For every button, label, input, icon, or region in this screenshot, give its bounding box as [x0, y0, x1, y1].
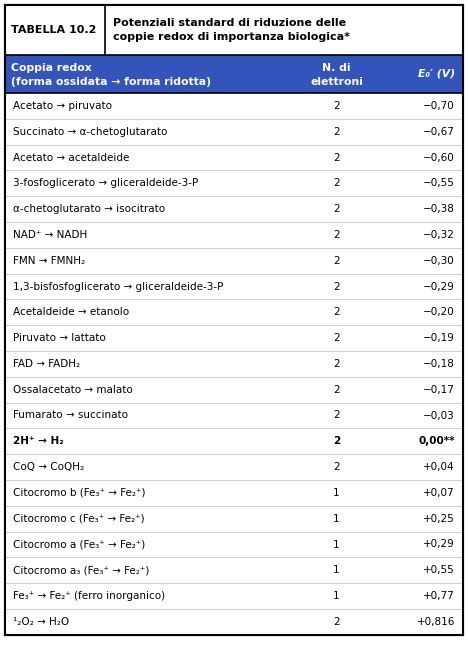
Text: Citocromo b (Fe₃⁺ → Fe₂⁺): Citocromo b (Fe₃⁺ → Fe₂⁺) [13, 488, 146, 498]
Text: −0,20: −0,20 [423, 307, 455, 317]
Text: +0,77: +0,77 [423, 591, 455, 601]
Bar [5, 273, 463, 299]
Text: 2: 2 [333, 152, 340, 162]
Bar [5, 351, 463, 377]
Text: −0,70: −0,70 [423, 101, 455, 111]
Text: 1: 1 [333, 514, 340, 524]
Text: 2: 2 [333, 281, 340, 291]
Text: −0,38: −0,38 [423, 204, 455, 214]
Text: −0,32: −0,32 [423, 230, 455, 240]
Text: +0,04: +0,04 [424, 462, 455, 472]
Text: 2H⁺ → H₂: 2H⁺ → H₂ [13, 436, 64, 446]
Bar [5, 377, 463, 402]
Text: Citocromo a₃ (Fe₃⁺ → Fe₂⁺): Citocromo a₃ (Fe₃⁺ → Fe₂⁺) [13, 565, 149, 575]
Text: N. di: N. di [322, 64, 351, 73]
Bar [5, 557, 463, 583]
Text: Acetato → acetaldeide: Acetato → acetaldeide [13, 152, 129, 162]
Text: Fumarato → succinato: Fumarato → succinato [13, 410, 128, 420]
Text: −0,30: −0,30 [423, 256, 455, 265]
Text: −0,67: −0,67 [423, 126, 455, 136]
Text: 0,00**: 0,00** [418, 436, 455, 446]
Text: −0,19: −0,19 [423, 333, 455, 343]
Text: 3-fosfoglicerato → gliceraldeide-3-P: 3-fosfoglicerato → gliceraldeide-3-P [13, 178, 198, 188]
Text: Piruvato → lattato: Piruvato → lattato [13, 333, 106, 343]
Text: 2: 2 [333, 462, 340, 472]
Text: 2: 2 [333, 617, 340, 627]
Text: +0,816: +0,816 [417, 617, 455, 627]
Text: ¹₂O₂ → H₂O: ¹₂O₂ → H₂O [13, 617, 69, 627]
Bar [5, 609, 463, 635]
Text: α-chetoglutarato → isocitrato: α-chetoglutarato → isocitrato [13, 204, 165, 214]
Bar [5, 222, 463, 248]
Text: Potenziali standard di riduzione delle
coppie redox di importanza biologica*: Potenziali standard di riduzione delle c… [113, 18, 350, 42]
Text: +0,07: +0,07 [424, 488, 455, 498]
Text: 2: 2 [333, 436, 340, 446]
Text: −0,17: −0,17 [423, 385, 455, 395]
Text: Acetato → piruvato: Acetato → piruvato [13, 101, 112, 111]
Text: CoQ → CoQH₂: CoQ → CoQH₂ [13, 462, 84, 472]
Bar [5, 299, 463, 325]
Text: Fe₃⁺ → Fe₂⁺ (ferro inorganico): Fe₃⁺ → Fe₂⁺ (ferro inorganico) [13, 591, 165, 601]
Text: +0,29: +0,29 [423, 540, 455, 549]
Text: E₀′ (V): E₀′ (V) [418, 69, 455, 79]
Text: elettroni: elettroni [310, 77, 363, 87]
Text: TABELLA 10.2: TABELLA 10.2 [11, 25, 96, 35]
Bar [5, 248, 463, 273]
Text: 2: 2 [333, 256, 340, 265]
Bar [5, 144, 463, 170]
Bar [5, 532, 463, 557]
Text: Coppia redox: Coppia redox [11, 64, 92, 73]
Text: 2: 2 [333, 126, 340, 136]
Text: 2: 2 [333, 307, 340, 317]
Text: NAD⁺ → NADH: NAD⁺ → NADH [13, 230, 87, 240]
Text: 2: 2 [333, 230, 340, 240]
Text: +0,55: +0,55 [423, 565, 455, 575]
Bar [5, 480, 463, 506]
Text: −0,29: −0,29 [423, 281, 455, 291]
Text: 1: 1 [333, 540, 340, 549]
Text: 2: 2 [333, 410, 340, 420]
Text: (forma ossidata → forma ridotta): (forma ossidata → forma ridotta) [11, 77, 211, 87]
Text: −0,18: −0,18 [423, 359, 455, 369]
Text: −0,03: −0,03 [423, 410, 455, 420]
Text: 1: 1 [333, 565, 340, 575]
Text: FAD → FADH₂: FAD → FADH₂ [13, 359, 80, 369]
Text: 1: 1 [333, 488, 340, 498]
Bar [5, 454, 463, 480]
Bar [5, 428, 463, 454]
Text: 2: 2 [333, 178, 340, 188]
Text: 2: 2 [333, 333, 340, 343]
Text: 2: 2 [333, 204, 340, 214]
Text: −0,55: −0,55 [423, 178, 455, 188]
Text: Ossalacetato → malato: Ossalacetato → malato [13, 385, 133, 395]
Bar [5, 402, 463, 428]
Text: 1: 1 [333, 591, 340, 601]
Bar [5, 583, 463, 609]
Bar [5, 196, 463, 222]
Text: Succinato → α-chetoglutarato: Succinato → α-chetoglutarato [13, 126, 168, 136]
Text: 1,3-bisfosfoglicerato → gliceraldeide-3-P: 1,3-bisfosfoglicerato → gliceraldeide-3-… [13, 281, 223, 291]
Bar [5, 506, 463, 532]
Bar [5, 55, 463, 93]
Bar [5, 118, 463, 144]
Bar [5, 170, 463, 196]
Text: Citocromo c (Fe₃⁺ → Fe₂⁺): Citocromo c (Fe₃⁺ → Fe₂⁺) [13, 514, 145, 524]
Bar [5, 325, 463, 351]
Bar [5, 93, 463, 118]
Text: 2: 2 [333, 101, 340, 111]
Text: Citocromo a (Fe₃⁺ → Fe₂⁺): Citocromo a (Fe₃⁺ → Fe₂⁺) [13, 540, 145, 549]
Text: FMN → FMNH₂: FMN → FMNH₂ [13, 256, 85, 265]
Text: 2: 2 [333, 359, 340, 369]
Text: 2: 2 [333, 385, 340, 395]
Bar [5, 5, 463, 55]
Text: +0,25: +0,25 [423, 514, 455, 524]
Text: Acetaldeide → etanolo: Acetaldeide → etanolo [13, 307, 129, 317]
Text: −0,60: −0,60 [423, 152, 455, 162]
